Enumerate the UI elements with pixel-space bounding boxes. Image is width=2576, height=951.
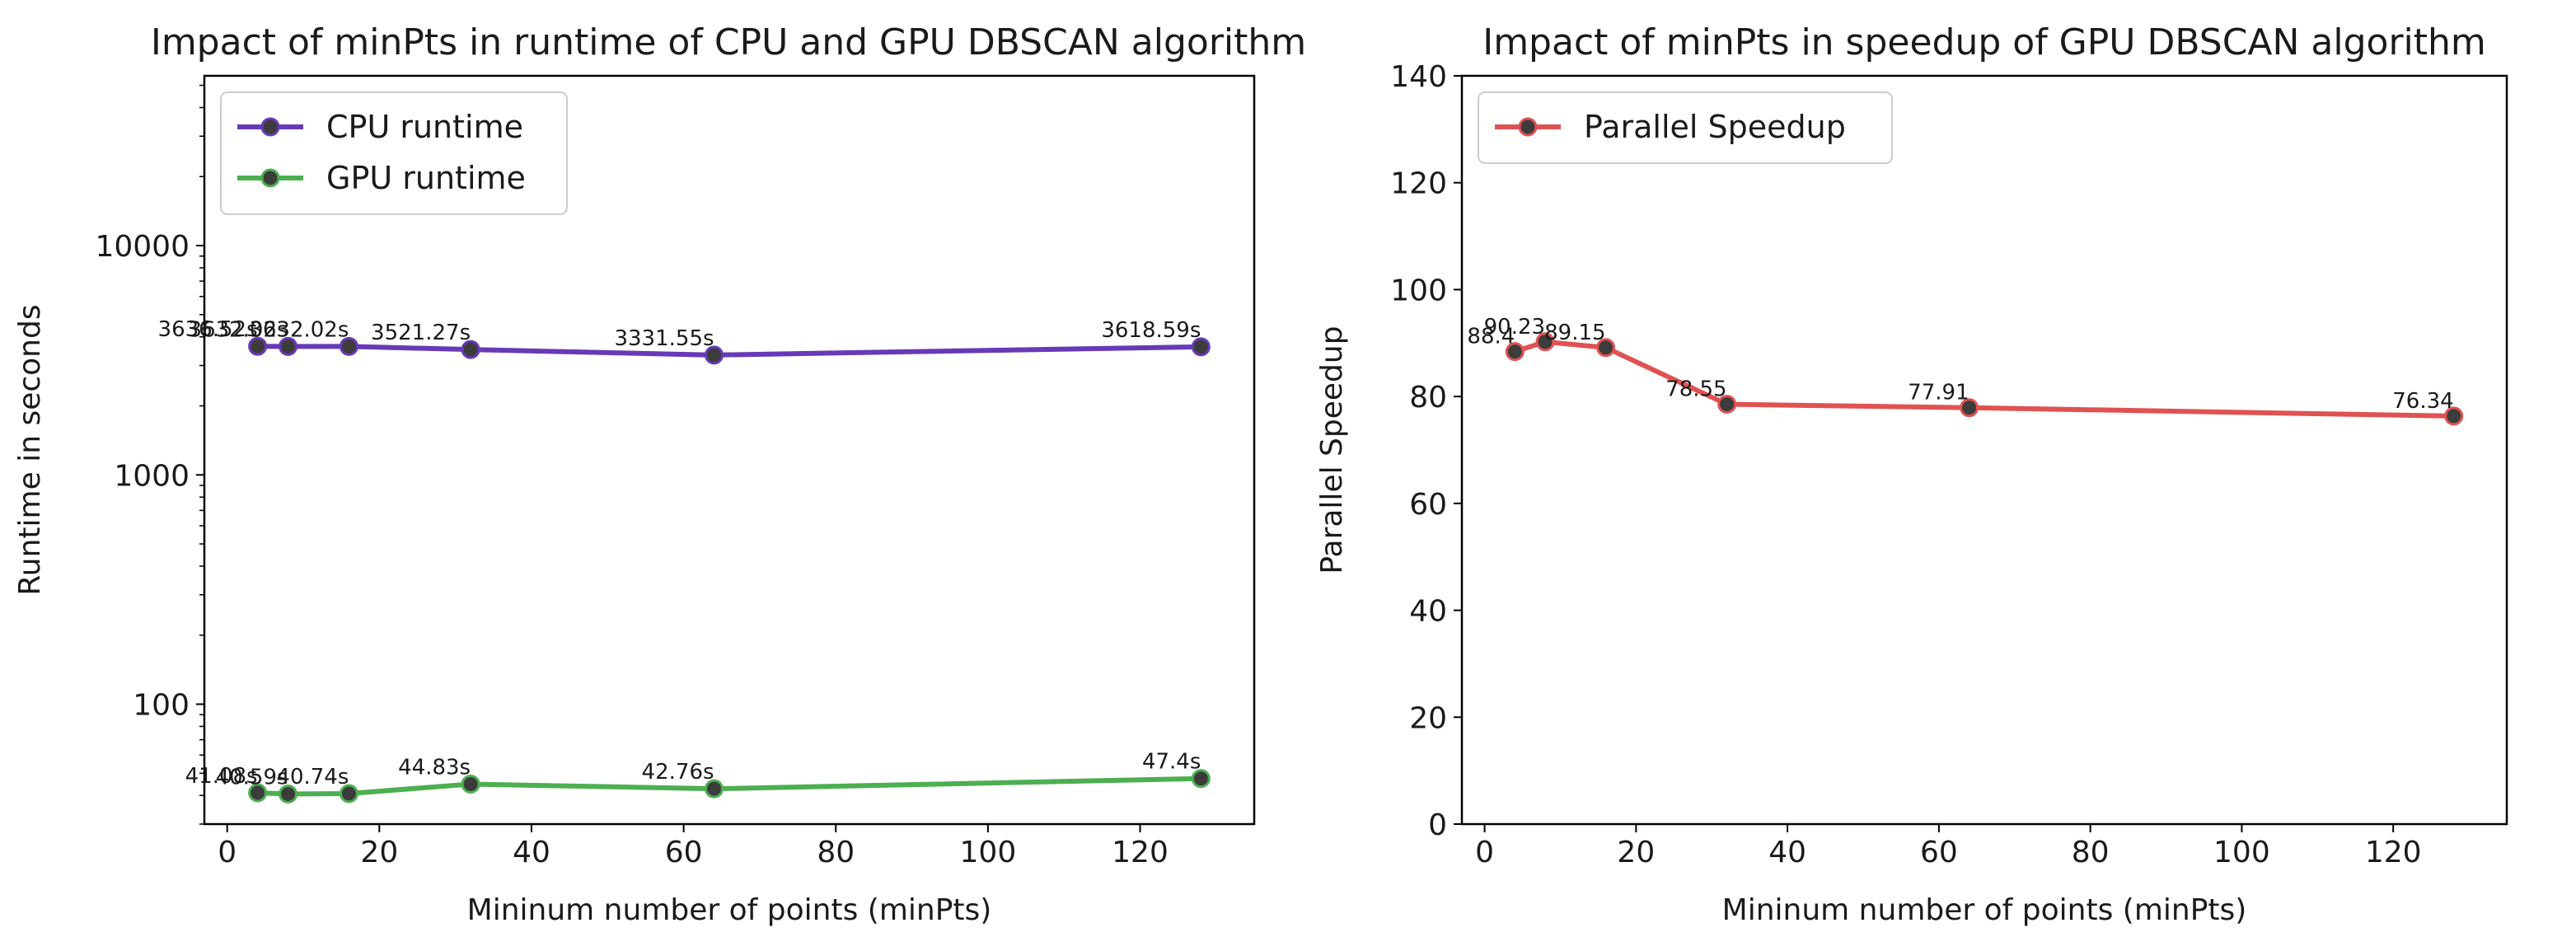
data-point: [1596, 338, 1616, 358]
data-label: 90.23: [1484, 315, 1545, 340]
data-label: 3521.27s: [371, 321, 471, 345]
data-label: 3331.55s: [614, 326, 714, 351]
data-point: [1191, 769, 1211, 789]
data-label: 77.91: [1908, 381, 1969, 405]
data-point: [339, 784, 358, 803]
legend-marker: [1518, 117, 1538, 137]
legend-label: CPU runtime: [326, 109, 523, 145]
data-label: 88.4: [1467, 325, 1515, 349]
data-point: [248, 336, 268, 356]
chart-panel-2: Impact of minPts in speedup of GPU DBSCA…: [1315, 21, 2508, 927]
x-axis-label: Mininum number of points (minPts): [467, 893, 992, 927]
x-tick-label: 80: [817, 836, 855, 869]
data-point: [1960, 398, 1979, 418]
data-point: [248, 783, 268, 803]
legend-marker: [260, 117, 280, 137]
data-label: 78.55: [1665, 377, 1726, 402]
series-line: [255, 344, 1204, 358]
plot-frame: [203, 74, 1256, 826]
chart-panel-1: Impact of minPts in runtime of CPU and G…: [13, 21, 1306, 927]
data-label: 47.4s: [1142, 750, 1201, 775]
data-point: [705, 779, 724, 799]
plot-frame: [1460, 74, 2508, 826]
x-tick-label: 100: [960, 836, 1017, 869]
data-label: 3636.52s: [158, 317, 258, 342]
legend: CPU runtime GPU runtime: [220, 91, 568, 215]
series-line: [255, 775, 1204, 797]
y-tick-label: 20: [1409, 701, 1447, 735]
data-point: [1717, 395, 1737, 415]
data-label: 40.74s: [276, 765, 349, 789]
x-tick-label: 20: [1617, 836, 1655, 869]
legend-box: [220, 91, 568, 215]
legend-box: [1478, 91, 1893, 164]
data-point: [1191, 337, 1211, 357]
y-tick-label: 120: [1390, 167, 1447, 201]
data-point: [1535, 332, 1555, 352]
x-tick-label: 40: [1768, 836, 1806, 869]
data-label: 3632.02s: [188, 317, 288, 342]
legend-marker: [260, 168, 280, 188]
data-label: 89.15: [1544, 321, 1605, 345]
x-tick-label: 20: [360, 836, 398, 869]
data-point: [1505, 342, 1525, 362]
x-tick-label: 120: [2365, 836, 2422, 869]
y-tick-label: 10000: [95, 230, 190, 264]
data-point: [339, 336, 358, 356]
data-label: 40.59s: [216, 765, 288, 789]
x-tick-label: 0: [1475, 836, 1494, 869]
y-axis-label: Runtime in seconds: [13, 304, 47, 595]
data-label: 41.08s: [185, 764, 258, 789]
y-tick-label: 1000: [114, 459, 190, 493]
data-label: 44.83s: [398, 755, 471, 780]
y-axis-label: Parallel Speedup: [1315, 326, 1349, 574]
legend: Parallel Speedup: [1478, 91, 1893, 164]
chart-title: Impact of minPts in runtime of CPU and G…: [151, 21, 1306, 63]
data-label: 42.76s: [642, 760, 714, 785]
x-tick-label: 60: [1920, 836, 1958, 869]
data-point: [705, 345, 724, 365]
y-tick-label: 140: [1390, 60, 1447, 94]
y-tick-label: 100: [1390, 274, 1447, 307]
x-tick-label: 120: [1112, 836, 1169, 869]
x-tick-label: 0: [218, 836, 237, 869]
data-point: [279, 336, 298, 356]
data-point: [461, 774, 480, 794]
legend-label: Parallel Speedup: [1584, 109, 1846, 145]
data-point: [2444, 406, 2464, 426]
data-label: 3632.02s: [249, 317, 349, 342]
x-axis-label: Mininum number of points (minPts): [1722, 893, 2247, 927]
x-tick-label: 100: [2213, 836, 2270, 869]
data-point: [461, 340, 480, 359]
x-tick-label: 80: [2072, 836, 2110, 869]
series-line: [1512, 339, 2457, 419]
data-label: 3618.59s: [1101, 318, 1201, 343]
data-label: 76.34: [2392, 389, 2453, 414]
y-tick-label: 60: [1409, 488, 1447, 522]
y-tick-label: 100: [133, 689, 190, 723]
x-tick-label: 40: [513, 836, 550, 869]
legend-label: GPU runtime: [326, 160, 526, 196]
y-tick-label: 40: [1409, 595, 1447, 629]
chart-title: Impact of minPts in speedup of GPU DBSCA…: [1482, 21, 2486, 63]
y-tick-label: 80: [1409, 381, 1447, 415]
data-point: [279, 784, 298, 803]
y-tick-label: 0: [1428, 808, 1447, 842]
x-tick-label: 60: [665, 836, 703, 869]
